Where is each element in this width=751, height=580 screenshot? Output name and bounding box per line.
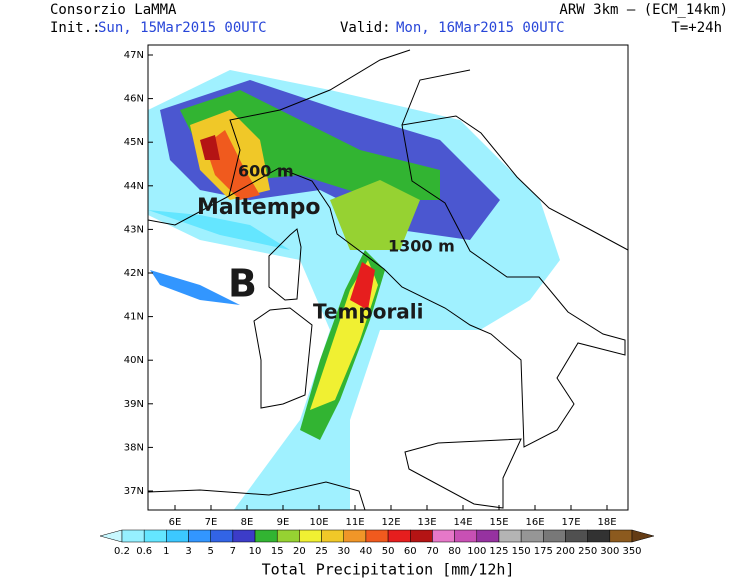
annotation: Maltempo — [197, 195, 321, 220]
lat-label: 38N — [124, 442, 144, 453]
lat-label: 46N — [124, 94, 144, 105]
colorbar-label: 100 — [467, 546, 486, 557]
colorbar-box — [498, 529, 522, 543]
colorbar-box — [166, 529, 189, 543]
lon-label: 11E — [345, 517, 364, 528]
colorbar-box — [609, 529, 633, 543]
annotation: 600 m — [238, 162, 294, 181]
colorbar-label: 10 — [249, 546, 262, 557]
colorbar-box — [188, 529, 211, 543]
colorbar-label: 0.2 — [114, 546, 130, 557]
lon-label: 14E — [453, 517, 472, 528]
colorbar-label: 30 — [337, 546, 350, 557]
colorbar-box — [432, 529, 455, 543]
lat-label: 47N — [124, 50, 144, 61]
lon-label: 6E — [169, 517, 182, 528]
colorbar-label: 60 — [404, 546, 417, 557]
lon-label: 13E — [417, 517, 436, 528]
init-date: Sun, 15Mar2015 00UTC — [98, 20, 267, 36]
colorbar-label: 150 — [512, 546, 531, 557]
colorbar-box — [299, 529, 322, 543]
legend-title: Total Precipitation [mm/12h] — [262, 561, 515, 579]
colorbar-label: 125 — [489, 546, 508, 557]
colorbar-box — [254, 529, 278, 543]
colorbar-label: 5 — [208, 546, 214, 557]
colorbar-box — [365, 529, 389, 543]
colorbar-box — [343, 529, 367, 543]
colorbar-arrow — [99, 529, 123, 543]
lon-label: 17E — [561, 517, 580, 528]
colorbar-box — [321, 529, 344, 543]
map — [148, 45, 628, 510]
colorbar-box — [520, 529, 544, 543]
model: ARW 3km – (ECM_14km) — [559, 2, 728, 18]
lon-label: 12E — [381, 517, 400, 528]
lat-label: 40N — [124, 355, 144, 366]
init-label: Init.: — [50, 20, 101, 36]
colorbar-box — [476, 529, 500, 543]
lat-label: 43N — [124, 224, 144, 235]
colorbar-box — [232, 529, 256, 543]
lead-time: T=+24h — [671, 20, 722, 36]
lon-label: 9E — [277, 517, 290, 528]
colorbar-box — [121, 529, 145, 543]
annotation: 1300 m — [388, 237, 455, 256]
lon-label: 10E — [309, 517, 328, 528]
colorbar-box — [543, 529, 566, 543]
colorbar-label: 200 — [556, 546, 575, 557]
lat-label: 39N — [124, 399, 144, 410]
colorbar-label: 25 — [315, 546, 328, 557]
colorbar-box — [210, 529, 234, 543]
valid-label: Valid: — [340, 20, 391, 36]
colorbar-box — [565, 529, 588, 543]
colorbar-box — [410, 529, 433, 543]
colorbar-label: 250 — [578, 546, 597, 557]
colorbar-arrow — [631, 529, 655, 543]
colorbar-box — [276, 529, 300, 543]
lat-label: 41N — [124, 312, 144, 323]
lat-label: 42N — [124, 268, 144, 279]
colorbar-label: 1 — [163, 546, 169, 557]
lat-label: 44N — [124, 181, 144, 192]
colorbar-label: 175 — [534, 546, 553, 557]
colorbar-label: 40 — [360, 546, 373, 557]
lon-label: 15E — [489, 517, 508, 528]
colorbar-label: 300 — [600, 546, 619, 557]
colorbar-box — [454, 529, 478, 543]
colorbar-label: 50 — [382, 546, 395, 557]
colorbar-label: 7 — [230, 546, 236, 557]
lon-label: 8E — [241, 517, 254, 528]
colorbar-box — [143, 529, 167, 543]
lon-label: 16E — [525, 517, 544, 528]
annotation: B — [228, 262, 257, 306]
colorbar-label: 70 — [426, 546, 439, 557]
colorbar-label: 20 — [293, 546, 306, 557]
annotation: Temporali — [313, 300, 424, 324]
valid-date: Mon, 16Mar2015 00UTC — [396, 20, 565, 36]
lon-label: 18E — [597, 517, 616, 528]
lat-label: 45N — [124, 137, 144, 148]
lon-label: 7E — [205, 517, 218, 528]
colorbar-label: 350 — [622, 546, 641, 557]
lat-label: 37N — [124, 486, 144, 497]
colorbar-box — [387, 529, 411, 543]
title: Consorzio LaMMA — [50, 2, 177, 18]
colorbar-label: 80 — [448, 546, 461, 557]
colorbar-label: 15 — [271, 546, 284, 557]
colorbar-label: 0.6 — [136, 546, 152, 557]
colorbar-box — [587, 529, 611, 543]
map-frame — [147, 44, 629, 511]
colorbar-label: 3 — [185, 546, 191, 557]
